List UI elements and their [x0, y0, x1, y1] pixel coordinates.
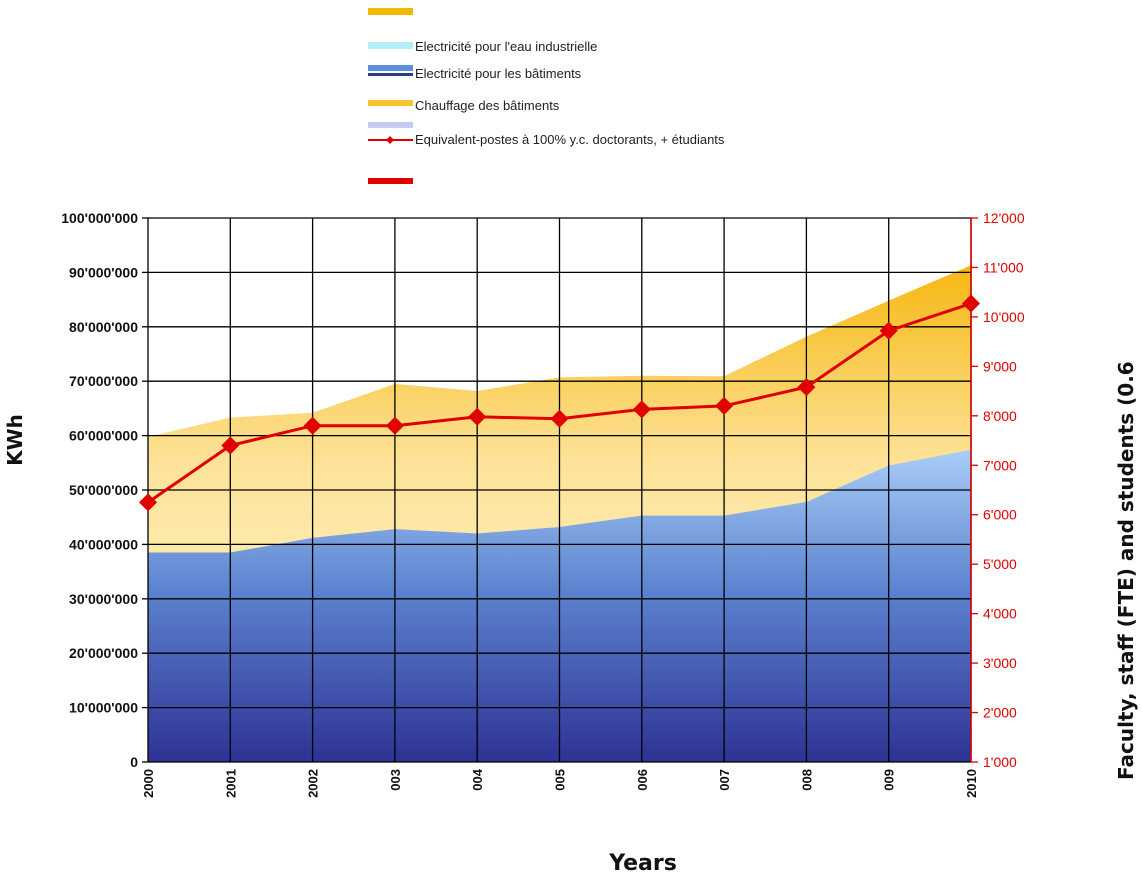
- x-tick-label: 003: [388, 769, 403, 791]
- legend-item-heating: Chauffage des bâtiments: [368, 98, 560, 113]
- x-tick-label: 008: [799, 769, 814, 791]
- x-tick-label: 2002: [306, 769, 321, 798]
- x-axis-title: Years: [608, 851, 677, 876]
- y-right-axis-title: Faculty, staff (FTE) and students (0.6: [1114, 361, 1138, 780]
- y-left-tick-label: 100'000'000: [61, 210, 138, 226]
- x-tick-label: 2010: [964, 769, 979, 798]
- legend-swatch-top-orange: [368, 8, 413, 15]
- y-right-tick-label: 11'000: [983, 259, 1024, 275]
- legend-item-building-electricity: Electricité pour les bâtiments: [368, 65, 582, 81]
- legend-swatch-fte-marker: [386, 136, 394, 144]
- y-right-tick-label: 2'000: [983, 705, 1017, 721]
- y-left-axis-title: KWh: [3, 414, 27, 466]
- y-left-tick-label: 20'000'000: [69, 645, 138, 661]
- legend-swatch-building-electricity-line: [368, 73, 413, 76]
- fte-point: [139, 493, 157, 512]
- x-tick-label: 006: [635, 769, 650, 791]
- legend-swatch-water: [368, 42, 413, 49]
- legend-label-heating: Chauffage des bâtiments: [415, 98, 560, 113]
- legend-swatch-building-electricity: [368, 65, 413, 71]
- y-right-tick-label: 9'000: [983, 358, 1017, 374]
- y-right-tick-label: 8'000: [983, 408, 1017, 424]
- legend-item-fte: Equivalent-postes à 100% y.c. doctorants…: [368, 132, 725, 147]
- legend-swatch-lavender: [368, 122, 413, 128]
- legend-label-building-electricity: Electricité pour les bâtiments: [415, 66, 582, 81]
- plot-area: 0 10'000'000 20'000'000 30'000'000 40'000'00…: [61, 210, 1025, 798]
- legend-label-fte: Equivalent-postes à 100% y.c. doctorants…: [415, 132, 725, 147]
- y-left-tick-label: 40'000'000: [69, 536, 138, 552]
- y-left-tick-label: 70'000'000: [69, 373, 138, 389]
- x-tick-label: 2000: [141, 769, 156, 798]
- legend-item-water: Electricité pour l'eau industrielle: [368, 39, 597, 54]
- x-tick-label: 009: [882, 769, 897, 791]
- y-left-tick-label: 50'000'000: [69, 482, 138, 498]
- x-tick-label: 004: [470, 768, 485, 790]
- x-tick-label: 2001: [223, 769, 238, 798]
- y-left-tick-label: 90'000'000: [69, 264, 138, 280]
- y-left-tick-label: 60'000'000: [69, 428, 138, 444]
- chart-legend: Electricité pour l'eau industrielle Elec…: [368, 8, 725, 184]
- y-right-tick-label: 4'000: [983, 606, 1017, 622]
- fte-point: [468, 407, 487, 426]
- legend-swatch-bottom-red: [368, 178, 413, 184]
- y-right-tick-label: 3'000: [983, 655, 1017, 671]
- y-left-tick-label: 30'000'000: [69, 591, 138, 607]
- fte-point: [879, 321, 898, 340]
- y-right-tick-label: 7'000: [983, 457, 1017, 473]
- fte-point: [632, 400, 651, 419]
- y-right-tick-label: 5'000: [983, 556, 1017, 572]
- fte-point: [385, 416, 404, 435]
- fte-point: [221, 436, 240, 455]
- y-left-tick-label: 0: [130, 754, 138, 770]
- y-right-tick-label: 10'000: [983, 309, 1025, 325]
- fte-point: [962, 294, 980, 313]
- x-tick-label: 007: [717, 769, 732, 791]
- legend-swatch-heating: [368, 100, 413, 106]
- y-left-tick-label: 10'000'000: [69, 700, 138, 716]
- x-tick-label: 005: [553, 769, 568, 791]
- fte-point: [303, 416, 322, 435]
- fte-point: [715, 396, 734, 415]
- fte-point: [550, 409, 569, 428]
- y-left-tick-label: 80'000'000: [69, 319, 138, 335]
- y-right-tick-label: 12'000: [983, 210, 1025, 226]
- y-right-tick-label: 6'000: [983, 507, 1017, 523]
- legend-label-water: Electricité pour l'eau industrielle: [415, 39, 597, 54]
- y-right-tick-label: 1'000: [983, 754, 1017, 770]
- fte-point: [797, 378, 816, 397]
